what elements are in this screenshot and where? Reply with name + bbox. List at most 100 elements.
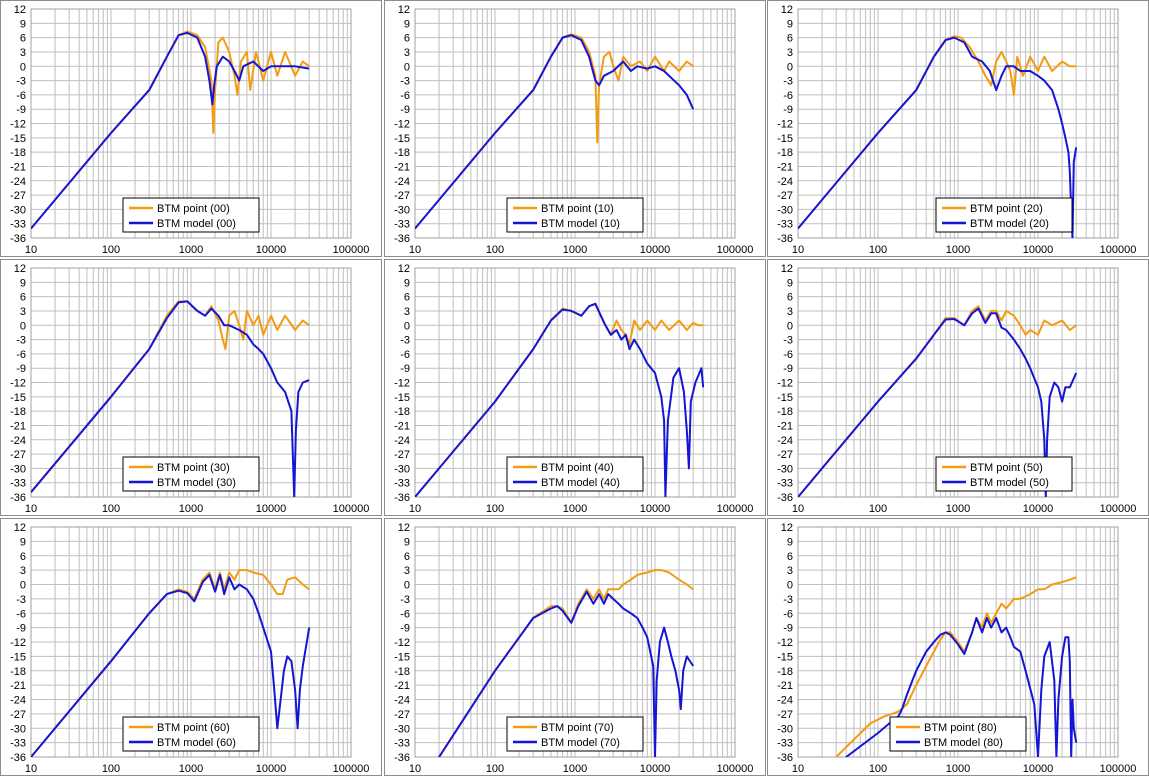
y-tick-label: -24 <box>10 176 26 188</box>
chart-svg: 129630-3-6-9-12-15-18-21-24-27-30-33-361… <box>777 263 1137 515</box>
y-tick-label: -15 <box>10 651 26 663</box>
chart-svg: 129630-3-6-9-12-15-18-21-24-27-30-33-361… <box>394 263 754 515</box>
chart-svg: 129630-3-6-9-12-15-18-21-24-27-30-33-361… <box>10 4 370 256</box>
chart-panel: 12 9 6 3 0 -3 -6 -9 -12 -15 -18 -21 -24 -27 -30 -33 -36 1… <box>0 259 382 516</box>
y-tick-label: -3 <box>16 76 26 88</box>
y-tick-label: 12 <box>14 263 26 275</box>
legend-box <box>506 197 644 233</box>
x-tick-label: 1000 <box>946 244 970 256</box>
x-tick-label: 100000 <box>717 763 754 775</box>
legend-label: BTM model (40) <box>541 477 620 489</box>
y-tick-label: 0 <box>20 61 26 73</box>
y-tick-label: -27 <box>777 709 793 721</box>
legend-box <box>935 456 1073 492</box>
y-tick-label: 12 <box>398 522 410 534</box>
y-tick-label: -24 <box>10 435 26 447</box>
y-tick-label: -27 <box>10 449 26 461</box>
y-tick-label: -27 <box>394 190 410 202</box>
x-tick-label: 100 <box>102 244 120 256</box>
y-tick-label: -18 <box>394 406 410 418</box>
plot-area <box>414 8 736 239</box>
y-tick-label: 9 <box>787 536 793 548</box>
y-tick-label: 0 <box>404 580 410 592</box>
x-tick-label: 10 <box>792 763 804 775</box>
x-tick-label: 10 <box>792 244 804 256</box>
legend: BTM point (60) BTM model (60) <box>122 716 260 752</box>
x-tick-label: 100000 <box>1100 763 1137 775</box>
y-tick-label: 3 <box>20 47 26 59</box>
chart-panel: 12 9 6 3 0 -3 -6 -9 -12 -15 -18 -21 -24 -27 -30 -33 -36 1… <box>384 0 766 257</box>
y-tick-label: -18 <box>394 666 410 678</box>
y-tick-label: -9 <box>783 623 793 635</box>
y-tick-label: -36 <box>394 492 410 504</box>
y-tick-label: -27 <box>394 449 410 461</box>
y-tick-label: 3 <box>787 306 793 318</box>
legend-box <box>122 197 260 233</box>
y-tick-label: -33 <box>394 478 410 490</box>
y-tick-label: 12 <box>781 263 793 275</box>
y-tick-label: -12 <box>394 119 410 131</box>
y-tick-label: -3 <box>400 335 410 347</box>
y-tick-label: -18 <box>777 406 793 418</box>
legend-box <box>889 716 1027 752</box>
y-tick-label: -18 <box>394 147 410 159</box>
y-tick-label: 3 <box>404 47 410 59</box>
y-tick-label: -36 <box>394 752 410 764</box>
x-tick-label: 1000 <box>946 763 970 775</box>
y-tick-label: -21 <box>777 420 793 432</box>
y-tick-label: -9 <box>783 104 793 116</box>
x-tick-label: 100000 <box>333 503 370 515</box>
legend-box <box>122 456 260 492</box>
legend-box <box>122 716 260 752</box>
legend: BTM point (80) BTM model (80) <box>889 716 1027 752</box>
x-tick-label: 100000 <box>717 503 754 515</box>
legend: BTM point (30) BTM model (30) <box>122 456 260 492</box>
y-tick-label: -30 <box>777 463 793 475</box>
y-tick-label: -24 <box>10 695 26 707</box>
y-tick-label: -9 <box>16 104 26 116</box>
y-tick-label: 0 <box>404 320 410 332</box>
legend-label: BTM model (70) <box>541 737 620 749</box>
y-tick-label: -6 <box>16 608 26 620</box>
y-tick-label: -18 <box>777 666 793 678</box>
legend-box <box>935 197 1073 233</box>
plot-area <box>30 526 352 758</box>
y-tick-label: 3 <box>404 565 410 577</box>
x-tick-label: 1000 <box>563 244 587 256</box>
x-tick-label: 1000 <box>179 244 203 256</box>
y-tick-label: -21 <box>394 161 410 173</box>
y-tick-label: 6 <box>787 33 793 45</box>
y-tick-label: -9 <box>400 104 410 116</box>
y-tick-label: 9 <box>404 18 410 30</box>
x-tick-label: 100000 <box>1100 503 1137 515</box>
x-tick-label: 100000 <box>333 244 370 256</box>
y-tick-label: -3 <box>400 76 410 88</box>
y-tick-label: -30 <box>394 463 410 475</box>
series-line-model <box>844 617 1078 757</box>
legend: BTM point (20) BTM model (20) <box>935 197 1073 233</box>
legend-label: BTM model (60) <box>157 737 236 749</box>
x-tick-label: 100 <box>486 503 504 515</box>
legend-label: BTM point (70) <box>541 722 614 734</box>
x-tick-label: 100000 <box>1100 244 1137 256</box>
chart-panel: 12 9 6 3 0 -3 -6 -9 -12 -15 -18 -21 -24 -27 -30 -33 -36 1… <box>767 259 1149 516</box>
series-line-model <box>415 302 705 497</box>
y-tick-label: -3 <box>783 76 793 88</box>
series-line-model <box>31 573 311 757</box>
plot-area <box>30 8 352 239</box>
y-tick-label: -12 <box>777 637 793 649</box>
y-tick-label: -27 <box>777 449 793 461</box>
x-tick-label: 10000 <box>256 244 287 256</box>
y-tick-label: -9 <box>16 623 26 635</box>
y-tick-label: -9 <box>400 623 410 635</box>
y-tick-label: -24 <box>394 695 410 707</box>
chart-panel: 12 9 6 3 0 -3 -6 -9 -12 -15 -18 -21 -24 -27 -30 -33 -36 1… <box>0 518 382 776</box>
series-line-model <box>31 300 310 497</box>
y-tick-label: -15 <box>777 651 793 663</box>
x-tick-label: 10000 <box>1023 763 1054 775</box>
y-tick-label: -6 <box>16 349 26 361</box>
y-tick-label: 6 <box>20 551 26 563</box>
legend: BTM point (50) BTM model (50) <box>935 456 1073 492</box>
y-tick-label: -12 <box>777 378 793 390</box>
